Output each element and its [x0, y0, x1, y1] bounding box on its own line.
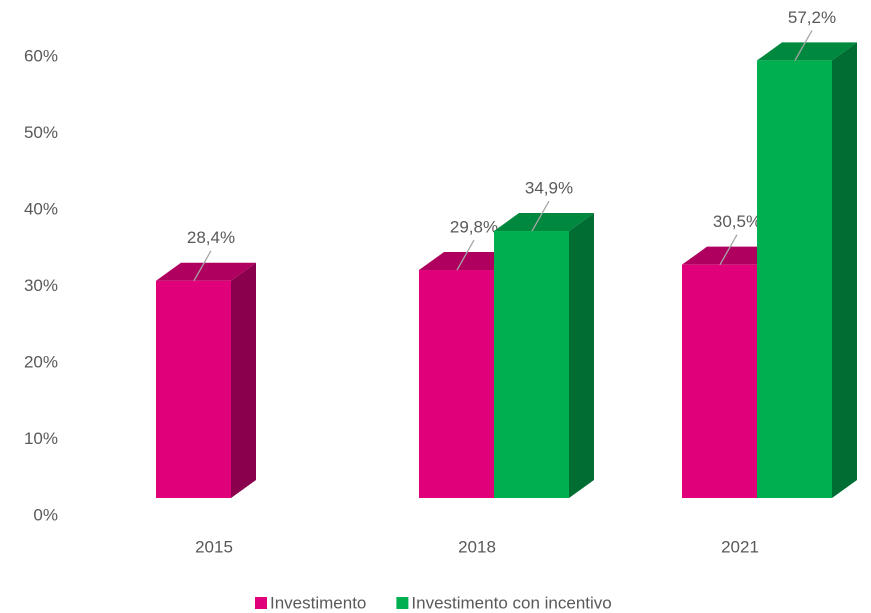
- bar: [682, 264, 757, 498]
- x-tick-label: 2015: [195, 537, 233, 556]
- y-tick-label: 30%: [24, 276, 58, 295]
- y-tick-label: 20%: [24, 352, 58, 371]
- data-label: 28,4%: [187, 228, 235, 247]
- bar-top: [757, 42, 857, 61]
- bar-top: [156, 262, 256, 281]
- leader-line: [794, 30, 813, 61]
- x-tick-label: 2018: [458, 537, 496, 556]
- x-tick-label: 2021: [721, 537, 759, 556]
- y-tick-label: 0%: [33, 505, 58, 524]
- bar-side: [569, 213, 594, 498]
- legend-swatch: [255, 597, 267, 609]
- leader-line: [531, 200, 550, 232]
- bar: [494, 231, 569, 498]
- y-tick-label: 10%: [24, 429, 58, 448]
- data-label: 34,9%: [525, 178, 573, 197]
- bar: [419, 270, 494, 498]
- bar-side: [231, 262, 256, 498]
- bar-top: [494, 213, 594, 232]
- data-label: 57,2%: [788, 8, 836, 27]
- leader-line: [719, 234, 738, 265]
- legend-label: Investimento con incentivo: [411, 593, 611, 612]
- data-label: 30,5%: [713, 212, 761, 231]
- y-tick-label: 50%: [24, 123, 58, 142]
- bar: [156, 280, 231, 498]
- leader-line: [193, 250, 212, 282]
- legend-swatch: [396, 597, 409, 609]
- y-tick-label: 60%: [24, 46, 58, 65]
- bar: [757, 60, 832, 499]
- y-tick-label: 40%: [24, 199, 58, 218]
- leader-line: [456, 239, 475, 271]
- legend-label: Investimento: [270, 593, 366, 612]
- bar-side: [832, 42, 857, 499]
- data-label: 29,8%: [450, 218, 498, 237]
